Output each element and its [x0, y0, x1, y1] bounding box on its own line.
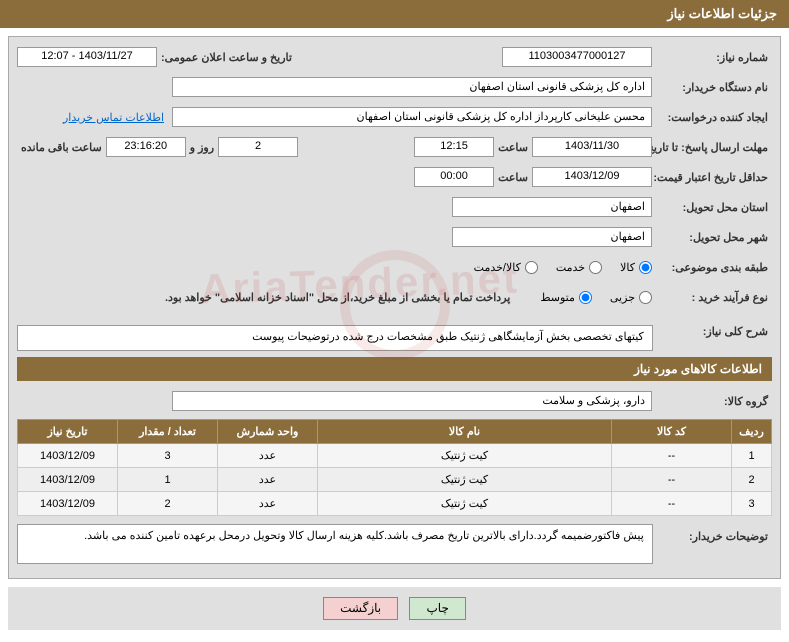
- buyer-org-value: اداره کل پزشکی قانونی استان اصفهان: [172, 77, 652, 97]
- cell-name: کیت ژنتیک: [318, 468, 612, 492]
- need-number-value: 1103003477000127: [502, 47, 652, 67]
- general-desc-value: کیتهای تخصصی بخش آزمایشگاهی ژنتیک طبق مش…: [17, 325, 653, 351]
- cell-date: 1403/12/09: [18, 468, 118, 492]
- row-buyer-notes: توضیحات خریدار: پیش فاکتورضمیمه گردد.دار…: [17, 524, 772, 564]
- time-label-2: ساعت: [494, 171, 532, 184]
- time-remaining-value: 23:16:20: [106, 137, 186, 157]
- button-bar: چاپ بازگشت: [8, 587, 781, 630]
- row-category: طبقه بندی موضوعی: کالا خدمت کالا/خدمت: [17, 255, 772, 279]
- th-code: کد کالا: [612, 420, 732, 444]
- requester-value: محسن علیخانی کارپرداز اداره کل پزشکی قان…: [172, 107, 652, 127]
- cell-qty: 3: [118, 444, 218, 468]
- cell-name: کیت ژنتیک: [318, 444, 612, 468]
- row-requester: ایجاد کننده درخواست: محسن علیخانی کارپرد…: [17, 105, 772, 129]
- category-label: طبقه بندی موضوعی:: [652, 261, 772, 274]
- cell-code: --: [612, 444, 732, 468]
- row-validity: حداقل تاریخ اعتبار قیمت: تا تاریخ: 1403/…: [17, 165, 772, 189]
- row-deadline: مهلت ارسال پاسخ: تا تاریخ: 1403/11/30 سا…: [17, 135, 772, 159]
- page-header: جزئیات اطلاعات نیاز: [0, 0, 789, 28]
- validity-date-value: 1403/12/09: [532, 167, 652, 187]
- th-date: تاریخ نیاز: [18, 420, 118, 444]
- requester-label: ایجاد کننده درخواست:: [652, 111, 772, 124]
- row-goods-group: گروه کالا: دارو، پزشکی و سلامت: [17, 389, 772, 413]
- city-label: شهر محل تحویل:: [652, 231, 772, 244]
- cell-idx: 3: [732, 492, 772, 516]
- cell-name: کیت ژنتیک: [318, 492, 612, 516]
- validity-time-value: 00:00: [414, 167, 494, 187]
- goods-group-value: دارو، پزشکی و سلامت: [172, 391, 652, 411]
- row-general-desc: شرح کلی نیاز: کیتهای تخصصی بخش آزمایشگاه…: [17, 325, 772, 351]
- cell-idx: 2: [732, 468, 772, 492]
- row-buyer-org: نام دستگاه خریدار: اداره کل پزشکی قانونی…: [17, 75, 772, 99]
- buyer-notes-value: پیش فاکتورضمیمه گردد.دارای بالاترین تاری…: [17, 524, 653, 564]
- th-unit: واحد شمارش: [218, 420, 318, 444]
- th-qty: تعداد / مقدار: [118, 420, 218, 444]
- radio-medium[interactable]: متوسط: [540, 291, 592, 304]
- main-container: AriaTender.net جزئیات اطلاعات نیاز شماره…: [0, 0, 789, 630]
- table-row: 1 -- کیت ژنتیک عدد 3 1403/12/09: [18, 444, 772, 468]
- table-row: 3 -- کیت ژنتیک عدد 2 1403/12/09: [18, 492, 772, 516]
- cell-code: --: [612, 468, 732, 492]
- table-row: 2 -- کیت ژنتیک عدد 1 1403/12/09: [18, 468, 772, 492]
- cell-idx: 1: [732, 444, 772, 468]
- print-button[interactable]: چاپ: [409, 597, 465, 620]
- radio-both-input[interactable]: [525, 261, 538, 274]
- buyer-org-label: نام دستگاه خریدار:: [652, 81, 772, 94]
- province-label: استان محل تحویل:: [652, 201, 772, 214]
- radio-both[interactable]: کالا/خدمت: [474, 261, 538, 274]
- validity-label: حداقل تاریخ اعتبار قیمت: تا تاریخ:: [652, 171, 772, 184]
- row-city: شهر محل تحویل: اصفهان: [17, 225, 772, 249]
- buyer-notes-label: توضیحات خریدار:: [653, 524, 772, 543]
- row-need-number: شماره نیاز: 1103003477000127 تاریخ و ساع…: [17, 45, 772, 69]
- announce-date-label: تاریخ و ساعت اعلان عمومی:: [157, 51, 296, 64]
- days-remaining-value: 2: [218, 137, 298, 157]
- cell-unit: عدد: [218, 468, 318, 492]
- page-title: جزئیات اطلاعات نیاز: [667, 6, 777, 21]
- deadline-label: مهلت ارسال پاسخ: تا تاریخ:: [652, 141, 772, 154]
- purchase-type-radio-group: جزیی متوسط: [540, 291, 652, 304]
- cell-unit: عدد: [218, 444, 318, 468]
- th-idx: ردیف: [732, 420, 772, 444]
- th-name: نام کالا: [318, 420, 612, 444]
- deadline-time-value: 12:15: [414, 137, 494, 157]
- purchase-type-label: نوع فرآیند خرید :: [652, 291, 772, 304]
- cell-code: --: [612, 492, 732, 516]
- radio-service-input[interactable]: [589, 261, 602, 274]
- back-button[interactable]: بازگشت: [323, 597, 398, 620]
- time-label-1: ساعت: [494, 141, 532, 154]
- radio-partial-input[interactable]: [639, 291, 652, 304]
- cell-unit: عدد: [218, 492, 318, 516]
- cell-date: 1403/12/09: [18, 492, 118, 516]
- payment-note: پرداخت تمام یا بخشی از مبلغ خرید،از محل …: [165, 291, 510, 304]
- general-desc-label: شرح کلی نیاز:: [653, 325, 772, 338]
- row-purchase-type: نوع فرآیند خرید : جزیی متوسط پرداخت تمام…: [17, 285, 772, 309]
- goods-table: ردیف کد کالا نام کالا واحد شمارش تعداد /…: [17, 419, 772, 516]
- need-number-label: شماره نیاز:: [652, 51, 772, 64]
- radio-service[interactable]: خدمت: [556, 261, 602, 274]
- announce-date-value: 1403/11/27 - 12:07: [17, 47, 157, 67]
- goods-group-label: گروه کالا:: [652, 395, 772, 408]
- category-radio-group: کالا خدمت کالا/خدمت: [474, 261, 652, 274]
- radio-medium-input[interactable]: [579, 291, 592, 304]
- radio-partial[interactable]: جزیی: [610, 291, 652, 304]
- radio-goods-input[interactable]: [639, 261, 652, 274]
- city-value: اصفهان: [452, 227, 652, 247]
- details-panel: شماره نیاز: 1103003477000127 تاریخ و ساع…: [8, 36, 781, 579]
- contact-link[interactable]: اطلاعات تماس خریدار: [63, 111, 164, 124]
- cell-date: 1403/12/09: [18, 444, 118, 468]
- days-label: روز و: [186, 141, 218, 154]
- cell-qty: 2: [118, 492, 218, 516]
- cell-qty: 1: [118, 468, 218, 492]
- radio-goods[interactable]: کالا: [620, 261, 652, 274]
- table-header-row: ردیف کد کالا نام کالا واحد شمارش تعداد /…: [18, 420, 772, 444]
- row-province: استان محل تحویل: اصفهان: [17, 195, 772, 219]
- province-value: اصفهان: [452, 197, 652, 217]
- goods-info-title: اطلاعات کالاهای مورد نیاز: [17, 357, 772, 381]
- deadline-date-value: 1403/11/30: [532, 137, 652, 157]
- remaining-label: ساعت باقی مانده: [17, 141, 106, 154]
